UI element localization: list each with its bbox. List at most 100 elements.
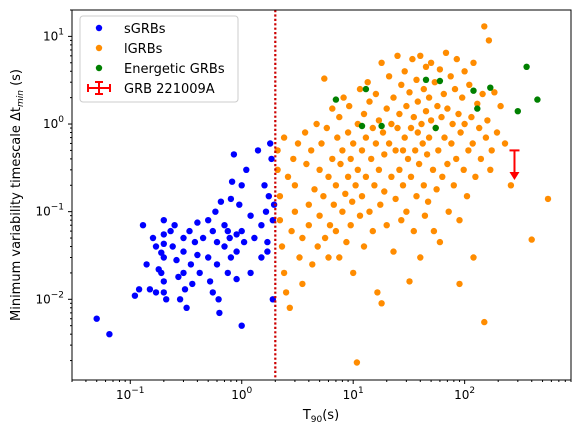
sgrb-point <box>265 193 272 200</box>
lgrb-point <box>396 110 403 118</box>
lgrb-point <box>378 300 385 307</box>
lgrb-point <box>320 193 327 200</box>
lgrb-point <box>479 90 486 98</box>
lgrb-point <box>383 105 390 112</box>
sgrb-point <box>160 254 167 261</box>
sgrb-point <box>240 238 248 246</box>
sgrb-point <box>194 219 201 226</box>
lgrb-point <box>476 124 483 132</box>
sgrb-point <box>160 289 167 296</box>
lgrb-point <box>375 166 383 173</box>
lgrb-point <box>313 120 320 128</box>
lgrb-point <box>368 155 375 163</box>
lgrb-point <box>356 85 364 93</box>
sgrb-point <box>238 182 245 189</box>
lgrb-point <box>447 73 454 80</box>
lgrb-point <box>410 227 417 235</box>
sgrb-point <box>247 212 254 219</box>
sgrb-point <box>143 261 150 268</box>
lgrb-point <box>466 81 473 89</box>
sgrb-point <box>146 286 154 293</box>
lgrb-point <box>409 55 416 63</box>
lgrb-point <box>472 173 479 180</box>
lgrb-point <box>415 160 423 168</box>
lgrb-point <box>342 190 349 197</box>
lgrb-point <box>354 166 361 173</box>
lgrb-point <box>305 222 312 229</box>
lgrb-point <box>412 147 419 154</box>
sgrb-point <box>262 208 270 215</box>
lgrb-point <box>441 134 448 141</box>
y-axis-label-subscript: min <box>16 90 26 107</box>
sgrb-point <box>139 222 147 229</box>
sgrb-point <box>187 261 195 268</box>
sgrb-point <box>227 254 235 261</box>
lgrb-point <box>459 94 466 101</box>
lgrb-point <box>484 117 491 124</box>
lgrb-point <box>296 254 303 261</box>
lgrb-point <box>396 166 403 173</box>
lgrb-point <box>491 89 498 96</box>
lgrb-point <box>420 182 427 189</box>
lgrb-point <box>321 234 329 242</box>
lgrb-point <box>482 134 490 141</box>
x-tick-label: 101 <box>343 386 364 402</box>
sgrb-point <box>264 248 271 255</box>
sgrb-point <box>205 254 212 261</box>
sgrb-point <box>171 222 178 229</box>
sgrb-point <box>238 227 245 235</box>
lgrb-point <box>429 166 437 173</box>
sgrb-point <box>106 331 113 338</box>
lgrb-point <box>413 193 420 200</box>
sgrb-point <box>213 261 221 268</box>
sgrb-point <box>205 217 212 224</box>
x-tick-label: 100 <box>231 386 252 402</box>
axes-layer: 10−1 100 101 102 10−2 10−1 100 101 <box>35 9 572 402</box>
sgrb-point <box>175 273 182 281</box>
lgrb-point <box>379 129 387 136</box>
sgrb-point <box>180 269 187 277</box>
lgrb-point <box>433 186 440 193</box>
lgrb-point <box>398 81 405 89</box>
lgrb-point <box>284 173 292 180</box>
x-axis-label-subscript: 90 <box>311 415 323 425</box>
lgrb-point <box>356 212 364 219</box>
lgrb-point <box>334 134 341 141</box>
lgrb-point <box>501 140 509 147</box>
lgrb-point <box>347 155 354 163</box>
lgrb-point <box>372 140 380 147</box>
lgrb-point <box>288 227 295 235</box>
lgrb-point <box>330 201 337 208</box>
lgrb-point <box>369 227 376 235</box>
lgrb-point <box>388 173 395 180</box>
energetic-grb-point <box>358 122 366 130</box>
lgrb-point <box>399 147 407 154</box>
sgrb-point <box>270 201 278 208</box>
sgrb-point <box>209 227 216 235</box>
lgrb-point <box>353 359 361 366</box>
energetic-grb-point <box>487 84 494 91</box>
energetic-grb-point <box>436 77 444 85</box>
lgrb-point <box>332 182 340 189</box>
lgrb-point <box>274 166 281 173</box>
lgrb-point <box>329 105 336 112</box>
legend-marker-sgrbs <box>95 24 103 32</box>
lgrb-point <box>325 173 332 180</box>
lgrb-point <box>358 147 366 154</box>
sgrb-point <box>215 296 222 303</box>
lgrb-point <box>449 120 456 128</box>
sgrb-point <box>243 166 250 173</box>
lgrb-point <box>477 155 485 163</box>
sgrb-point <box>194 251 201 259</box>
sgrb-point <box>258 222 265 229</box>
lgrb-point <box>378 59 385 66</box>
lgrb-point <box>434 102 441 110</box>
x-axis-label-unit: (s) <box>322 408 339 423</box>
x-tick-label: 10−1 <box>116 386 145 402</box>
lgrb-point <box>362 134 370 141</box>
lgrb-point <box>276 193 284 200</box>
sgrb-point <box>199 234 207 242</box>
lgrb-point <box>474 100 481 108</box>
sgrb-point <box>206 278 214 285</box>
lgrb-point <box>286 304 293 311</box>
